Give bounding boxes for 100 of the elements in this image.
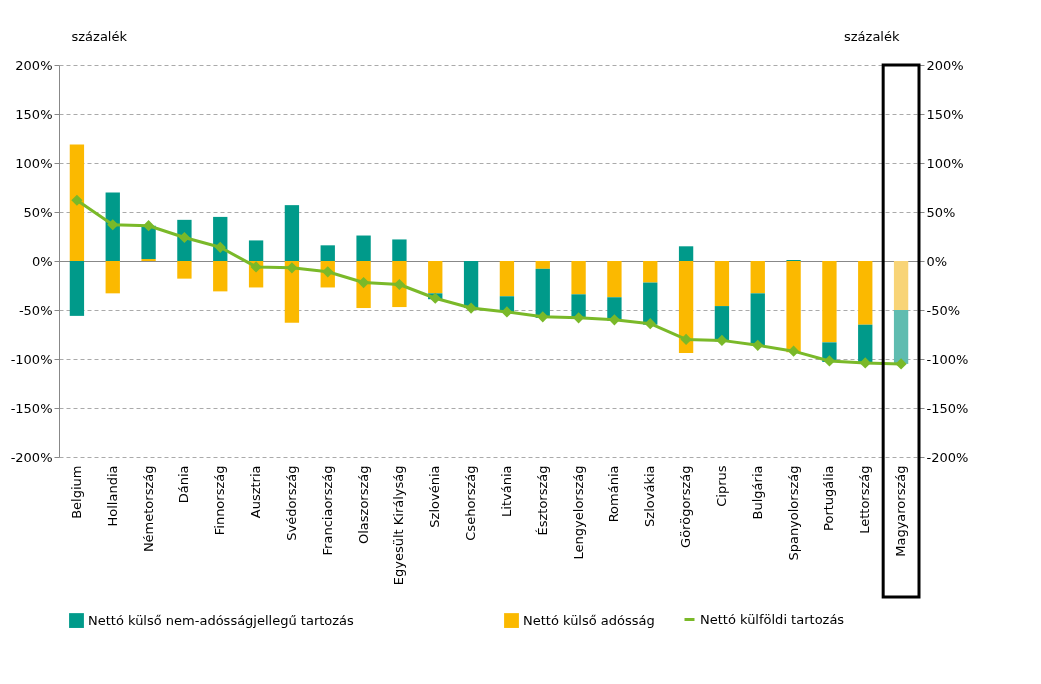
legend-label: Nettó külső nem-adósságjellegű tartozás (88, 612, 355, 628)
bar (714, 261, 730, 307)
bar (392, 239, 407, 261)
x-tick-label: Lengyelország (570, 465, 586, 560)
y-tick-label: 50% (23, 204, 53, 220)
point (788, 345, 799, 357)
x-tick-label: Románia (606, 465, 622, 523)
bar (678, 246, 694, 261)
point (824, 355, 835, 367)
x-tick-label: Szlovákia (642, 465, 658, 527)
point (250, 261, 262, 273)
point (465, 302, 477, 314)
bar (535, 261, 550, 269)
bar (428, 261, 443, 294)
bar (463, 261, 479, 309)
x-tick-label: Csehország (463, 465, 479, 541)
x-tick-label: Észtország (534, 465, 550, 536)
x-tick-label: Görögország (678, 465, 694, 548)
y-tick-label: 150% (15, 106, 53, 122)
bar (69, 261, 85, 316)
bar (105, 192, 120, 261)
y-axis-title: százalék (71, 28, 128, 44)
x-tick-label: Olaszország (355, 465, 371, 545)
bar (320, 245, 335, 261)
bar (499, 261, 515, 297)
bar (643, 261, 658, 283)
legend-label: Nettó külföldi tartozás (700, 611, 845, 627)
bar (284, 205, 300, 261)
x-tick-label: Ausztria (248, 465, 264, 519)
x-tick-label: Finnország (212, 465, 228, 536)
x-tick-label: Dánia (176, 465, 192, 504)
bar (141, 225, 156, 260)
y-tick-label: -200% (10, 449, 53, 465)
bar (284, 261, 300, 323)
bar (535, 268, 550, 318)
legend-label: Nettó külső adósság (523, 612, 655, 628)
y2-tick-label: 150% (926, 106, 964, 122)
point (860, 357, 871, 369)
y2-tick-label: -150% (926, 400, 969, 416)
point (501, 306, 513, 318)
point (215, 242, 226, 253)
point (680, 334, 692, 345)
y-tick-label: 100% (15, 155, 53, 171)
y2-tick-label: 0% (926, 253, 948, 269)
point (358, 277, 369, 288)
bar (822, 261, 837, 343)
x-tick-label: Magyarország (893, 465, 909, 557)
point (537, 311, 548, 323)
bar (858, 261, 873, 325)
point (609, 314, 620, 325)
x-tick-label: Németország (140, 465, 156, 553)
x-tick-label: Svédország (283, 465, 299, 541)
bar (69, 144, 85, 261)
point (394, 279, 405, 290)
x-tick-label: Egyesült Királyság (391, 465, 407, 586)
bar (678, 261, 694, 354)
x-tick-label: Belgium (68, 465, 84, 519)
bar (571, 261, 586, 295)
y2-tick-label: -100% (926, 351, 969, 367)
point (286, 262, 298, 274)
point (645, 318, 656, 329)
bar (750, 293, 765, 346)
bar (105, 261, 120, 294)
bar (893, 310, 909, 364)
y2-tick-label: 50% (926, 204, 956, 220)
bar (893, 261, 909, 310)
point (752, 340, 763, 351)
x-tick-label: Lettország (857, 465, 873, 534)
x-tick-label: Litvánia (498, 465, 514, 517)
bar (356, 235, 371, 261)
bar (786, 261, 801, 353)
y2-tick-label: -200% (926, 449, 969, 465)
y-tick-label: -50% (18, 302, 53, 318)
x-tick-label: Franciaország (319, 465, 335, 556)
point (430, 293, 441, 304)
y-tick-label: 0% (31, 253, 53, 269)
y-tick-label: -150% (10, 400, 53, 416)
x-tick-label: Spanyolország (785, 465, 801, 561)
bar (607, 261, 622, 298)
point (71, 195, 83, 206)
bar (177, 261, 192, 279)
point (143, 220, 154, 231)
point (895, 358, 907, 370)
y-tick-label: 200% (15, 57, 53, 73)
bar (248, 240, 264, 261)
y2-tick-label: 200% (926, 57, 964, 73)
y2-tick-label: -50% (926, 302, 961, 318)
x-tick-label: Szlovénia (427, 465, 443, 528)
x-tick-label: Bulgária (749, 465, 765, 520)
x-tick-label: Ciprus (713, 465, 729, 507)
y2-axis-title: százalék (844, 28, 900, 44)
x-tick-label: Portugália (821, 465, 837, 531)
y-tick-label: -100% (10, 351, 53, 367)
point (107, 219, 118, 230)
bar (213, 261, 228, 292)
y2-tick-label: 100% (926, 155, 964, 171)
bar (750, 261, 765, 294)
point (573, 312, 584, 324)
point (716, 335, 728, 346)
x-tick-label: Hollandia (104, 465, 120, 527)
